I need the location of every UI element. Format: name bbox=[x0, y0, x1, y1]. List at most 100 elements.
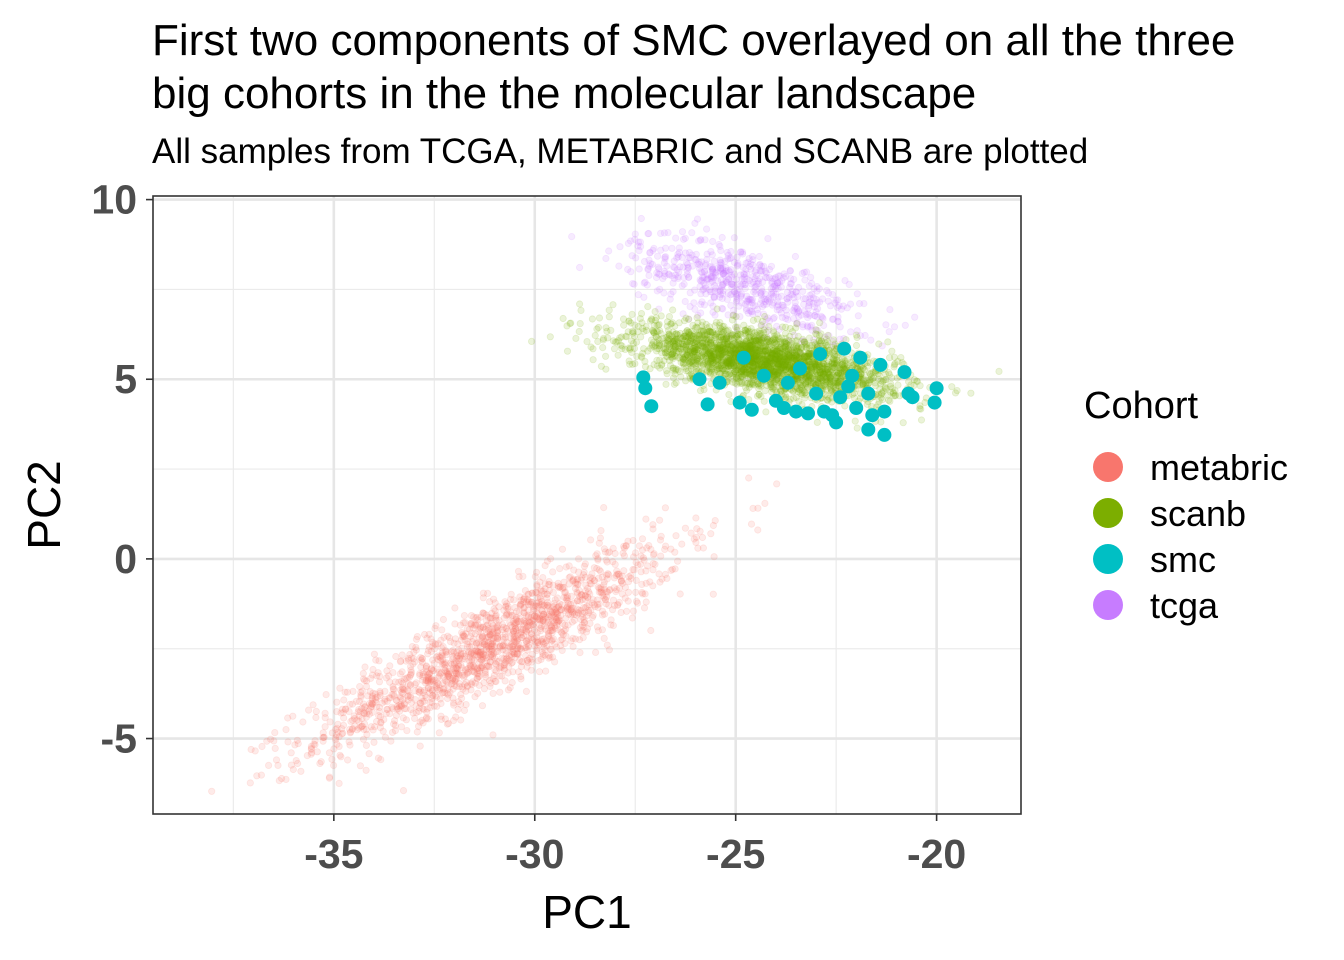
point-metabric bbox=[328, 755, 336, 763]
point-metabric bbox=[464, 649, 472, 658]
point-scanb bbox=[594, 323, 603, 332]
point-metabric bbox=[388, 728, 397, 737]
point-metabric bbox=[377, 755, 385, 764]
point-metabric bbox=[559, 583, 567, 592]
point-scanb bbox=[663, 353, 672, 361]
point-scanb bbox=[591, 331, 599, 340]
point-metabric bbox=[470, 649, 478, 658]
point-metabric bbox=[510, 634, 518, 642]
point-metabric bbox=[533, 646, 541, 655]
point-metabric bbox=[460, 652, 469, 660]
point-metabric bbox=[525, 635, 533, 643]
point-metabric bbox=[709, 590, 717, 598]
point-metabric bbox=[590, 577, 599, 585]
point-metabric bbox=[610, 601, 619, 610]
point-metabric bbox=[463, 682, 472, 690]
point-tcga bbox=[815, 285, 823, 293]
point-metabric bbox=[563, 594, 572, 602]
point-metabric bbox=[407, 666, 415, 674]
point-metabric bbox=[541, 561, 549, 570]
point-metabric bbox=[371, 722, 379, 731]
point-tcga bbox=[747, 265, 755, 273]
point-metabric bbox=[449, 694, 457, 702]
point-metabric bbox=[458, 664, 466, 672]
point-smc bbox=[877, 404, 892, 419]
point-metabric bbox=[661, 570, 670, 579]
point-metabric bbox=[430, 702, 438, 710]
point-scanb bbox=[594, 337, 602, 346]
point-scanb bbox=[669, 366, 677, 374]
point-metabric bbox=[535, 621, 544, 629]
point-scanb bbox=[663, 370, 671, 378]
point-metabric bbox=[524, 613, 532, 621]
point-tcga bbox=[680, 280, 688, 288]
point-tcga bbox=[739, 250, 747, 258]
point-scanb bbox=[677, 334, 685, 342]
point-metabric bbox=[533, 582, 541, 590]
point-metabric bbox=[517, 662, 526, 671]
point-smc bbox=[789, 404, 803, 419]
point-tcga bbox=[715, 240, 723, 249]
point-metabric bbox=[208, 787, 216, 795]
point-metabric bbox=[479, 651, 488, 659]
point-metabric bbox=[516, 601, 524, 609]
point-metabric bbox=[369, 726, 377, 734]
point-metabric bbox=[339, 709, 347, 717]
point-metabric bbox=[545, 629, 553, 638]
point-metabric bbox=[593, 596, 601, 604]
point-metabric bbox=[421, 691, 429, 700]
point-metabric bbox=[435, 686, 443, 694]
point-metabric bbox=[415, 688, 423, 696]
point-metabric bbox=[396, 658, 404, 666]
point-metabric bbox=[540, 601, 549, 609]
point-metabric bbox=[612, 571, 620, 580]
point-scanb bbox=[793, 353, 801, 361]
point-metabric bbox=[574, 555, 583, 563]
point-metabric bbox=[439, 615, 447, 624]
point-metabric bbox=[467, 679, 475, 687]
point-smc bbox=[700, 397, 715, 412]
point-smc bbox=[732, 395, 747, 410]
point-scanb bbox=[828, 358, 836, 366]
point-metabric bbox=[441, 646, 450, 655]
point-metabric bbox=[539, 638, 547, 646]
point-metabric bbox=[604, 570, 612, 578]
point-scanb bbox=[698, 352, 706, 360]
point-tcga bbox=[791, 252, 800, 261]
point-metabric bbox=[307, 742, 315, 751]
point-scanb bbox=[755, 382, 763, 390]
point-scanb bbox=[775, 344, 783, 352]
point-metabric bbox=[452, 664, 460, 672]
point-scanb bbox=[788, 328, 797, 336]
point-metabric bbox=[620, 542, 628, 551]
point-tcga bbox=[707, 248, 715, 256]
point-metabric bbox=[601, 596, 609, 604]
point-smc bbox=[809, 386, 824, 401]
point-tcga bbox=[786, 267, 794, 275]
point-metabric bbox=[661, 504, 670, 512]
point-metabric bbox=[404, 680, 413, 688]
point-metabric bbox=[585, 601, 593, 609]
legend-label-scanb: scanb bbox=[1150, 493, 1246, 534]
point-metabric bbox=[602, 588, 611, 596]
point-metabric bbox=[506, 683, 514, 692]
point-scanb bbox=[546, 333, 554, 341]
point-smc bbox=[776, 401, 791, 415]
point-tcga bbox=[665, 270, 673, 278]
point-metabric bbox=[471, 663, 479, 671]
point-metabric bbox=[416, 686, 425, 695]
point-metabric bbox=[471, 679, 479, 687]
point-metabric bbox=[444, 670, 452, 679]
point-metabric bbox=[448, 655, 457, 663]
point-metabric bbox=[456, 621, 464, 629]
point-tcga bbox=[752, 282, 760, 291]
point-metabric bbox=[399, 685, 407, 693]
point-metabric bbox=[523, 646, 531, 654]
point-metabric bbox=[622, 541, 630, 550]
point-metabric bbox=[546, 627, 554, 635]
point-metabric bbox=[410, 714, 419, 723]
point-metabric bbox=[667, 566, 675, 575]
point-tcga bbox=[784, 315, 792, 324]
point-metabric bbox=[335, 733, 343, 741]
point-tcga bbox=[853, 290, 861, 298]
